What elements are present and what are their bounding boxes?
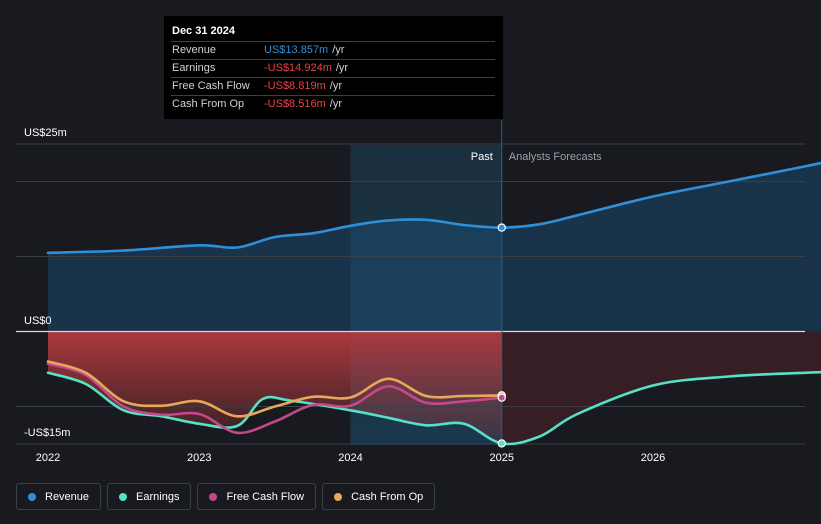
legend-label: Cash From Op bbox=[351, 490, 424, 503]
free-cash-flow-line bbox=[46, 362, 504, 435]
tooltip-row: Free Cash Flow -US$8.819m /yr bbox=[171, 77, 495, 95]
y-axis-label: -US$15m bbox=[24, 427, 70, 439]
x-tick-label: 2025 bbox=[490, 452, 514, 464]
revenue-marker bbox=[497, 223, 506, 232]
legend-label: Earnings bbox=[136, 490, 180, 503]
tooltip-label: Revenue bbox=[172, 44, 217, 56]
legend-item-revenue[interactable]: Revenue bbox=[16, 483, 102, 510]
tooltip-label: Cash From Op bbox=[172, 98, 245, 110]
tooltip-label: Earnings bbox=[172, 62, 216, 74]
past-label: Past bbox=[471, 151, 493, 163]
tooltip-value: -US$8.819m bbox=[264, 80, 326, 92]
legend-item-earnings[interactable]: Earnings bbox=[107, 483, 192, 510]
tooltip-unit: /yr bbox=[329, 80, 342, 92]
tooltip-row: Revenue US$13.857m /yr bbox=[171, 41, 495, 59]
free-cash-flow-dot-icon bbox=[209, 492, 218, 501]
forecast-label: Analysts Forecasts bbox=[509, 151, 602, 163]
legend-label: Revenue bbox=[45, 490, 90, 503]
tooltip-value: -US$14.924m bbox=[264, 62, 332, 74]
x-tick-label: 2024 bbox=[338, 452, 362, 464]
earnings-forecast-area bbox=[501, 331, 821, 444]
tooltip-row: Cash From Op -US$8.516m /yr bbox=[171, 95, 495, 113]
tooltip-unit: /yr bbox=[335, 62, 349, 74]
revenue-area bbox=[48, 163, 821, 332]
earnings-line bbox=[46, 370, 821, 446]
legend-item-cash-from-op[interactable]: Cash From Op bbox=[322, 483, 436, 510]
earnings-marker bbox=[497, 439, 506, 448]
y-axis-label: US$25m bbox=[24, 127, 67, 139]
legend: Revenue Earnings Free Cash Flow Cash Fro… bbox=[16, 483, 436, 510]
cash-from-op-dot-icon bbox=[334, 492, 343, 501]
tooltip-label: Free Cash Flow bbox=[172, 80, 250, 92]
tooltip-row: Earnings -US$14.924m /yr bbox=[171, 59, 495, 77]
tooltip-value: -US$8.516m bbox=[264, 98, 326, 110]
tooltip: Dec 31 2024 Revenue US$13.857m /yr Earni… bbox=[164, 16, 503, 119]
x-tick-label: 2023 bbox=[187, 452, 211, 464]
x-tick-label: 2026 bbox=[641, 452, 665, 464]
cash-from-op-line bbox=[46, 360, 504, 418]
free-cash-flow-marker bbox=[497, 393, 506, 402]
y-axis-label: US$0 bbox=[24, 315, 52, 327]
tooltip-value: US$13.857m bbox=[264, 44, 329, 56]
x-tick-label: 2022 bbox=[36, 452, 60, 464]
legend-item-free-cash-flow[interactable]: Free Cash Flow bbox=[197, 483, 317, 510]
revenue-line bbox=[46, 161, 821, 255]
tooltip-unit: /yr bbox=[329, 98, 342, 110]
tooltip-date: Dec 31 2024 bbox=[172, 25, 235, 37]
tooltip-unit: /yr bbox=[332, 44, 345, 56]
legend-label: Free Cash Flow bbox=[226, 490, 305, 503]
revenue-dot-icon bbox=[28, 492, 36, 501]
earnings-dot-icon bbox=[119, 492, 128, 501]
